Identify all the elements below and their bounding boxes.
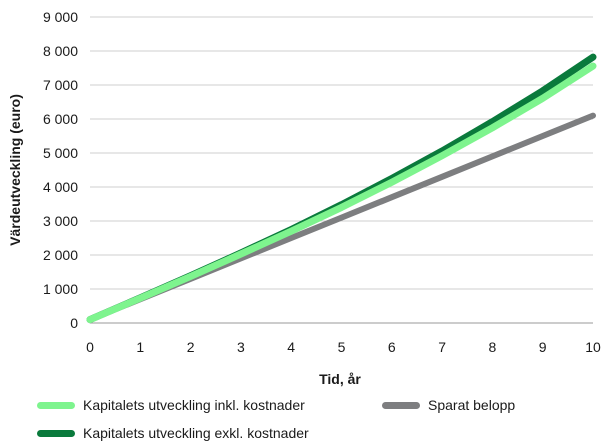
y-tick-label: 7 000 — [43, 77, 78, 93]
x-axis-ticks: 0 1 2 3 4 5 6 7 8 9 10 — [86, 339, 601, 355]
x-tick-label: 9 — [539, 339, 547, 355]
x-tick-label: 10 — [585, 339, 601, 355]
x-tick-label: 8 — [489, 339, 497, 355]
y-tick-label: 1 000 — [43, 281, 78, 297]
grid-lines — [90, 16, 593, 324]
series-line-1 — [86, 53, 597, 324]
y-tick-label: 5 000 — [43, 145, 78, 161]
x-tick-label: 2 — [187, 339, 195, 355]
x-tick-label: 4 — [287, 339, 295, 355]
y-tick-label: 8 000 — [43, 43, 78, 59]
y-tick-label: 4 000 — [43, 179, 78, 195]
x-tick-label: 5 — [338, 339, 346, 355]
x-tick-label: 7 — [438, 339, 446, 355]
series-lines — [86, 53, 597, 324]
y-tick-label: 6 000 — [43, 111, 78, 127]
y-axis-ticks: 0 1 000 2 000 3 000 4 000 5 000 6 000 7 000 8 00… — [43, 9, 78, 331]
y-tick-label: 0 — [70, 315, 78, 331]
x-tick-label: 3 — [237, 339, 245, 355]
x-axis-label: Tid, år — [319, 371, 361, 387]
y-axis-label: Värdeutveckling (euro) — [7, 94, 23, 246]
x-tick-label: 1 — [136, 339, 144, 355]
x-tick-label: 0 — [86, 339, 94, 355]
x-tick-label: 6 — [388, 339, 396, 355]
y-tick-label: 3 000 — [43, 213, 78, 229]
y-tick-label: 9 000 — [43, 9, 78, 25]
series-line-2 — [86, 62, 597, 324]
y-tick-label: 2 000 — [43, 247, 78, 263]
